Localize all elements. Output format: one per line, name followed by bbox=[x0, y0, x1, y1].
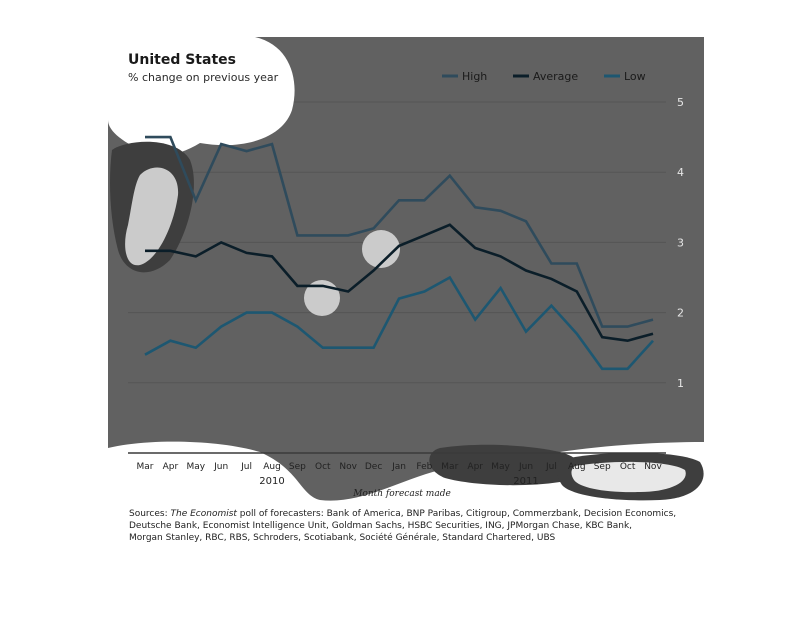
x-tick-label: Apr bbox=[467, 462, 483, 472]
x-tick-label: Jun bbox=[213, 462, 228, 472]
x-tick-label: Dec bbox=[365, 462, 382, 472]
x-tick-labels: Mar Apr May Jun Jul Aug Sep Oct Nov Dec Jan Feb Mar A… bbox=[137, 462, 663, 487]
chart-title: United States bbox=[128, 52, 236, 68]
x-tick-label: Feb bbox=[416, 462, 432, 472]
smudge-dec-light bbox=[362, 230, 400, 268]
y-tick-label: 5 bbox=[677, 96, 684, 109]
x-tick-label: Aug bbox=[263, 462, 281, 472]
legend-label: Low bbox=[624, 70, 646, 83]
legend: High Average Low bbox=[442, 70, 646, 83]
x-tick-label: May bbox=[491, 462, 510, 472]
year-label: 2010 bbox=[259, 476, 284, 487]
x-tick-label: Oct bbox=[315, 462, 331, 472]
y-tick-label: 3 bbox=[677, 236, 684, 249]
smudge-bottom-right-light bbox=[571, 461, 686, 493]
series-layer bbox=[144, 135, 654, 371]
x-tick-label: Jun bbox=[518, 462, 533, 472]
x-tick-label: Jan bbox=[391, 462, 406, 472]
x-tick-label: Nov bbox=[339, 462, 357, 472]
x-tick-label: Jul bbox=[545, 462, 557, 472]
smudge-left-light bbox=[125, 167, 179, 266]
legend-label: Average bbox=[533, 70, 578, 83]
x-tick-label: Oct bbox=[620, 462, 636, 472]
source-line-1: Sources: The Economist poll of forecaste… bbox=[129, 509, 676, 519]
y-tick-label: 1 bbox=[677, 377, 684, 390]
smudge-bottom-dark bbox=[429, 444, 581, 486]
x-tick-label: Sep bbox=[289, 462, 306, 472]
y-tick-label: 4 bbox=[677, 166, 684, 179]
x-tick-label: Sep bbox=[594, 462, 611, 472]
x-tick-label: Aug bbox=[568, 462, 586, 472]
legend-item-low: Low bbox=[604, 70, 646, 83]
year-label: 2011 bbox=[513, 476, 538, 487]
legend-item-high: High bbox=[442, 70, 487, 83]
legend-item-average: Average bbox=[513, 70, 578, 83]
smudge-overlays bbox=[108, 37, 704, 549]
source-line-2: Deutsche Bank, Economist Intelligence Un… bbox=[129, 521, 632, 531]
x-tick-label: Mar bbox=[441, 462, 458, 472]
x-tick-label: Apr bbox=[163, 462, 179, 472]
source-line-1-rest: poll of forecasters: Bank of America, BN… bbox=[237, 509, 676, 519]
chart-subtitle: % change on previous year bbox=[128, 71, 279, 84]
source-prefix: Sources: bbox=[129, 509, 171, 519]
y-tick-label: 2 bbox=[677, 307, 684, 320]
x-tick-label: May bbox=[186, 462, 205, 472]
x-axis-label: Month forecast made bbox=[352, 489, 451, 499]
legend-label: High bbox=[462, 70, 487, 83]
source-publication: The Economist bbox=[171, 509, 238, 519]
x-tick-label: Mar bbox=[137, 462, 154, 472]
source-line-3: Morgan Stanley, RBC, RBS, Schroders, Sco… bbox=[129, 532, 555, 543]
x-tick-label: Jul bbox=[240, 462, 252, 472]
x-tick-label: Nov bbox=[644, 462, 662, 472]
smudge-title-white bbox=[108, 37, 295, 156]
